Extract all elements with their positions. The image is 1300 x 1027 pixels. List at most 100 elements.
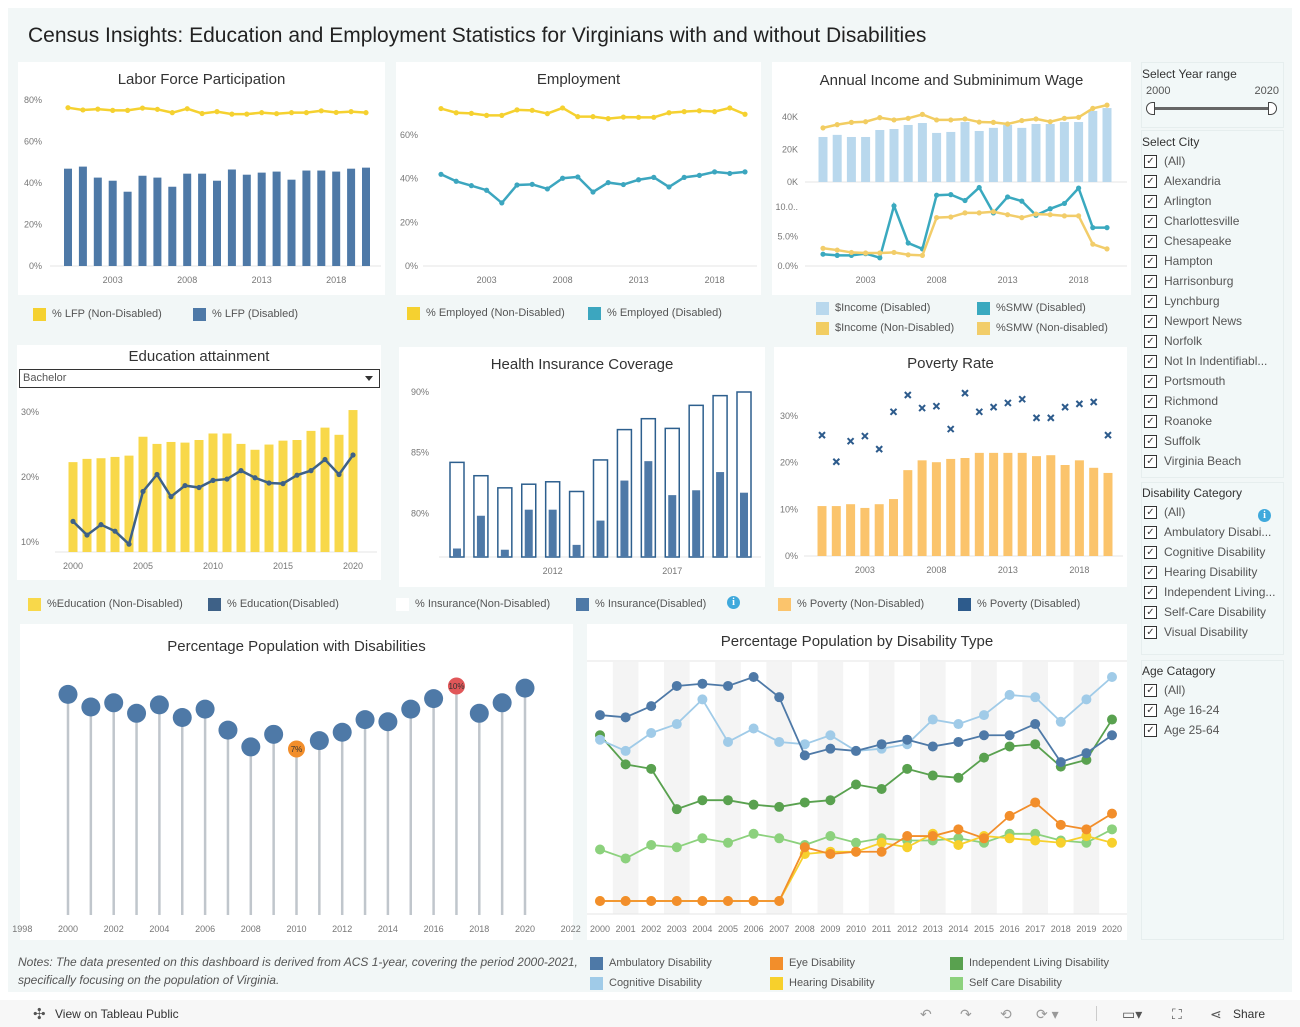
checkbox-checked-icon[interactable]: ✓ [1144,723,1157,737]
line-point[interactable] [742,169,748,175]
cross-point[interactable] [918,404,926,412]
bar[interactable] [198,173,207,266]
line-point[interactable] [748,896,759,906]
line-point[interactable] [848,249,854,256]
line-point[interactable] [140,488,146,495]
line-point[interactable] [646,763,657,774]
line-point[interactable] [851,745,861,756]
line-point[interactable] [671,719,682,730]
line-point[interactable] [620,181,626,188]
bar[interactable] [1032,456,1041,556]
legend-item[interactable]: % Poverty (Disabled) [958,597,1080,611]
line-point[interactable] [84,532,90,538]
bar[interactable] [1046,455,1056,556]
legend-item[interactable]: $Income (Disabled) [816,301,930,315]
lollipop-point[interactable] [172,708,192,728]
cross-point[interactable] [932,402,941,410]
share-icon[interactable]: ⋖ [1210,1006,1222,1022]
line-point[interactable] [905,240,911,246]
line-point[interactable] [126,541,132,547]
line-point[interactable] [560,105,566,111]
bar[interactable] [1017,452,1027,556]
line-point[interactable] [65,105,71,111]
redo-icon[interactable]: ↷ [960,1006,972,1022]
line-point[interactable] [748,828,759,839]
city-option[interactable]: ✓ Harrisonburg [1142,271,1283,291]
line-point[interactable] [877,255,883,261]
line-point[interactable] [110,107,116,113]
city-option[interactable]: ✓ Not In Indentifiabl... [1142,351,1283,371]
bar[interactable] [668,495,677,557]
line-point[interactable] [620,853,631,864]
line-point[interactable] [697,795,708,806]
line-point[interactable] [1107,824,1117,835]
legend-item[interactable]: % Education(Disabled) [208,597,339,611]
age-option[interactable]: ✓ (All) [1142,680,1283,700]
line-point[interactable] [620,114,626,120]
cross-point[interactable] [1032,414,1041,422]
slider-handle-min[interactable] [1146,102,1155,115]
line-point[interactable] [70,518,76,524]
line-point[interactable] [934,215,940,221]
line-point[interactable] [453,110,459,116]
city-option[interactable]: ✓ Chesapeake [1142,231,1283,251]
line-point[interactable] [1055,837,1066,848]
checkbox-checked-icon[interactable]: ✓ [1144,294,1157,308]
city-option[interactable]: ✓ (All) [1142,151,1283,171]
cross-point[interactable] [1104,431,1112,439]
line-point[interactable] [308,468,314,474]
line-point[interactable] [620,896,631,906]
bar[interactable] [332,171,341,266]
line-point[interactable] [1081,694,1092,705]
line-point[interactable] [723,736,733,747]
cross-point[interactable] [975,408,984,416]
bar[interactable] [1017,127,1027,182]
line-point[interactable] [646,840,657,850]
line-point[interactable] [905,115,911,121]
line-point[interactable] [825,795,836,806]
outline-bar[interactable] [449,461,465,558]
bar[interactable] [1103,472,1113,556]
bar[interactable] [889,499,898,556]
line-point[interactable] [979,730,989,741]
disability-option[interactable]: ✓ Self-Care Disability [1142,602,1283,622]
line-point[interactable] [1004,833,1015,844]
legend-item[interactable]: %SMW (Disabled) [977,301,1086,315]
line-point[interactable] [322,456,328,463]
view-on-tableau-link[interactable]: View on Tableau Public [55,1007,179,1021]
bar[interactable] [1060,465,1070,556]
line-point[interactable] [590,189,596,195]
bar[interactable] [123,191,132,266]
bar[interactable] [860,507,870,556]
line-point[interactable] [979,752,989,763]
line-point[interactable] [244,111,250,117]
line-point[interactable] [1076,114,1082,120]
line-point[interactable] [1061,115,1067,121]
line-point[interactable] [468,110,474,116]
cross-point[interactable] [875,445,883,453]
bar[interactable] [903,124,913,182]
line-point[interactable] [774,801,785,812]
outline-bar[interactable] [497,487,513,558]
line-point[interactable] [1030,739,1041,750]
line-point[interactable] [905,252,911,258]
lollipop-point[interactable] [288,740,305,758]
line-point[interactable] [514,107,520,113]
bar[interactable] [1003,124,1013,182]
line-point[interactable] [646,896,657,906]
checkbox-checked-icon[interactable]: ✓ [1144,454,1157,468]
city-option[interactable]: ✓ Virginia Beach [1142,451,1283,471]
line-point[interactable] [877,115,883,121]
lollipop-point[interactable] [469,703,489,723]
bar[interactable] [817,506,827,556]
line-point[interactable] [774,692,785,703]
line-point[interactable] [774,833,785,844]
lollipop-point[interactable] [264,724,284,744]
bar[interactable] [320,427,330,552]
bar[interactable] [831,506,841,556]
line-point[interactable] [990,119,996,125]
line-point[interactable] [266,480,272,486]
line-point[interactable] [1104,225,1110,231]
checkbox-checked-icon[interactable]: ✓ [1144,434,1157,448]
line-point[interactable] [169,110,175,116]
